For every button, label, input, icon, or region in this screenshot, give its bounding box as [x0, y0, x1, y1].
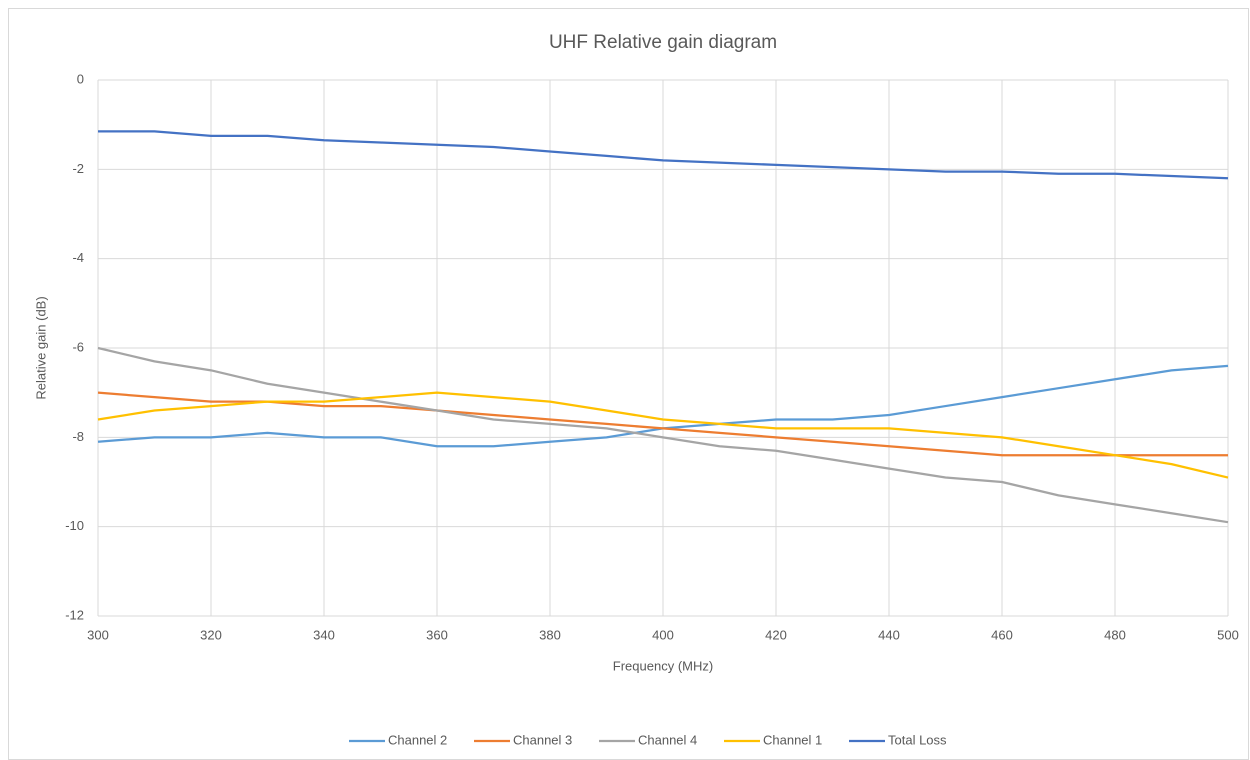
chart-border [8, 8, 1249, 760]
legend-label: Channel 2 [388, 732, 447, 747]
y-tick-label: -2 [72, 161, 84, 176]
y-tick-label: -4 [72, 250, 84, 265]
x-tick-label: 400 [652, 627, 674, 642]
x-tick-label: 360 [426, 627, 448, 642]
x-tick-label: 380 [539, 627, 561, 642]
x-tick-label: 500 [1217, 627, 1239, 642]
x-axis-label: Frequency (MHz) [613, 658, 713, 673]
chart-title: UHF Relative gain diagram [549, 32, 777, 53]
y-tick-label: -6 [72, 339, 84, 354]
y-tick-label: -10 [65, 518, 84, 533]
x-tick-label: 320 [200, 627, 222, 642]
y-axis-label: Relative gain (dB) [33, 296, 48, 399]
x-tick-label: 440 [878, 627, 900, 642]
series-line [98, 130, 1229, 180]
x-tick-label: 300 [87, 627, 109, 642]
legend-label: Channel 3 [513, 732, 572, 747]
x-tick-label: 340 [313, 627, 335, 642]
x-tick-label: 420 [765, 627, 787, 642]
x-tick-label: 480 [1104, 627, 1126, 642]
legend-label: Channel 4 [638, 732, 697, 747]
legend-label: Total Loss [888, 732, 947, 747]
series-line [97, 391, 1229, 479]
y-tick-label: 0 [77, 71, 84, 86]
series-line [97, 391, 1228, 457]
x-tick-label: 460 [991, 627, 1013, 642]
y-tick-label: -12 [65, 607, 84, 622]
legend-label: Channel 1 [763, 732, 822, 747]
y-tick-label: -8 [72, 429, 84, 444]
series-line [97, 346, 1229, 524]
